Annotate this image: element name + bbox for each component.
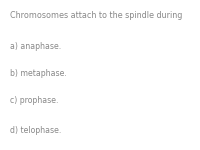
Text: d) telophase.: d) telophase. bbox=[10, 126, 61, 135]
Text: b) metaphase.: b) metaphase. bbox=[10, 69, 67, 78]
Text: c) prophase.: c) prophase. bbox=[10, 96, 58, 105]
Text: Chromosomes attach to the spindle during: Chromosomes attach to the spindle during bbox=[10, 11, 182, 20]
Text: a) anaphase.: a) anaphase. bbox=[10, 42, 61, 51]
